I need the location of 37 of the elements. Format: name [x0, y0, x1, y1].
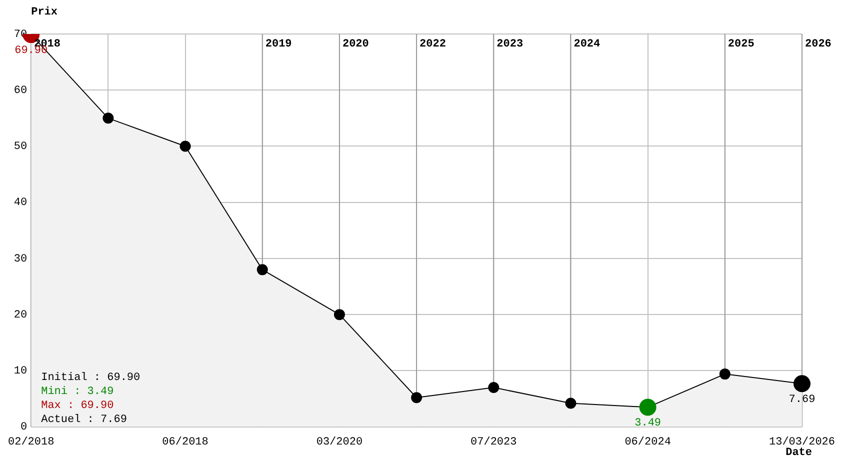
y-tick-label: 30: [14, 253, 28, 266]
point: [256, 264, 268, 276]
data-label: 69.90: [14, 44, 48, 57]
annotation: Actuel : 7.69: [41, 414, 127, 426]
x-tick-label: 03/2020: [316, 436, 363, 448]
point: [180, 140, 191, 152]
x-tick-label: 06/2024: [624, 436, 672, 448]
data-label: 3.49: [634, 418, 662, 430]
annotation: 2020: [342, 38, 369, 50]
annotation: Initial : 69.90: [41, 372, 140, 384]
point: [411, 392, 422, 404]
annotation: 2025: [728, 38, 755, 50]
data-label: 7.69: [788, 394, 816, 406]
point: [719, 368, 730, 380]
y-tick-label: 40: [14, 197, 28, 210]
x-tick-label: 06/2018: [162, 436, 208, 448]
point: [488, 382, 500, 394]
point: [334, 309, 345, 320]
y-tick-label: 20: [14, 309, 28, 322]
x-tick-label: 13/03/2026: [768, 436, 836, 448]
x-axis-title: Date: [786, 447, 812, 460]
annotation: 2022: [420, 38, 446, 50]
x-tick-label: 02/2018: [8, 436, 54, 448]
x-tick-label: 07/2023: [470, 436, 517, 448]
y-axis-title: Prix: [31, 6, 58, 18]
annotation: Max : 69.90: [41, 400, 114, 412]
annotation: 2023: [496, 38, 524, 50]
y-tick-label: 10: [14, 366, 28, 378]
y-tick-label: 50: [14, 141, 28, 154]
y-tick-label: 0: [20, 422, 28, 434]
point: [565, 398, 576, 409]
text: 2026: [805, 38, 832, 50]
y-tick-label: 60: [14, 85, 28, 98]
annotation: 2024: [574, 38, 601, 50]
annotation: Mini : 3.49: [41, 386, 114, 398]
annotation: 2019: [265, 38, 292, 50]
point: [102, 112, 114, 124]
